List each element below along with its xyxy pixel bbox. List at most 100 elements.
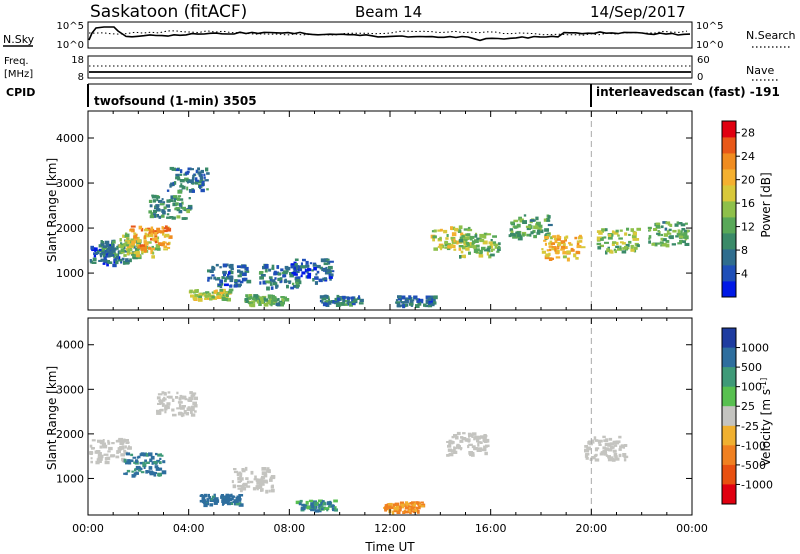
heatmap-cell [430,303,435,307]
heatmap-cell [474,240,479,243]
heatmap-cell [437,229,442,232]
heatmap-cell [156,396,161,400]
heatmap-cell [123,254,127,257]
heatmap-cell [612,241,617,244]
heatmap-cell [665,221,671,225]
heatmap-cell [526,226,531,231]
heatmap-cell [454,447,458,450]
heatmap-cell [624,232,628,236]
colorbar-swatch [722,169,736,186]
heatmap-cell [157,247,161,251]
heatmap-cell [172,181,175,186]
heatmap-cell [221,297,226,301]
heatmap-cell [264,471,268,475]
heatmap-cell [123,250,128,253]
heatmap-cell [102,439,105,443]
heatmap-cell [161,226,164,230]
heatmap-cell [485,438,490,443]
heatmap-cell [616,241,619,245]
heatmap-cell [522,220,527,224]
heatmap-cell [262,265,266,270]
heatmap-cell [98,456,103,461]
heatmap-cell [599,452,604,456]
heatmap-cell [648,235,652,239]
heatmap-cell [201,499,207,504]
heatmap-cell [151,237,157,241]
heatmap-cell [98,259,103,262]
heatmap-cell [103,256,107,260]
heatmap-cell [619,445,624,449]
heatmap-cell [221,282,224,286]
heatmap-cell [474,234,478,238]
heatmap-cell [148,466,153,470]
heatmap-cell [596,239,601,242]
heatmap-cell [233,468,237,471]
heatmap-cell [245,477,249,480]
velocity-colorbar: 1000 500 100 25 -25 -100 -500 -1000 [721,327,773,505]
heatmap-cell [587,441,591,445]
heatmap-cell [492,241,497,244]
heatmap-cell [111,242,114,246]
heatmap-cell [156,208,161,212]
heatmap-cell [575,250,580,254]
heatmap-cell [96,249,102,253]
heatmap-cell [265,489,269,494]
heatmap-cell [150,212,153,216]
heatmap-cell [623,455,629,459]
heatmap-cell [204,294,210,298]
heatmap-cell [162,201,166,204]
heatmap-cell [599,244,604,248]
heatmap-cell [400,503,405,507]
heatmap-cell [615,440,621,443]
heatmap-cell [358,295,361,299]
heatmap-cell [159,467,163,471]
heatmap-cell [121,257,125,261]
heatmap-cell [448,242,451,246]
heatmap-cell [141,246,145,251]
heatmap-cell [101,241,105,244]
heatmap-cell [628,233,631,236]
heatmap-cell [108,261,113,264]
heatmap-cell [99,454,104,459]
heatmap-cell [181,206,186,210]
heatmap-cell [394,507,399,511]
heatmap-cell [302,265,306,269]
heatmap-cell [605,228,608,232]
heatmap-cell [450,450,454,453]
heatmap-cell [326,508,329,512]
heatmap-cell [684,235,689,239]
heatmap-cell [102,444,108,449]
heatmap-cell [621,250,627,254]
heatmap-cell [126,244,132,249]
heatmap-cell [242,272,247,277]
heatmap-cell [417,509,420,514]
velocity-heatmap-cells [89,391,629,515]
heatmap-cell [450,244,454,248]
heatmap-cell [148,210,152,214]
heatmap-cell [321,268,326,272]
heatmap-cell [686,229,689,233]
heatmap-cell [126,252,130,256]
heatmap-cell [136,239,142,243]
heatmap-cell [477,442,480,447]
x-tick-label: 04:00 [173,522,205,535]
heatmap-cell [609,442,615,446]
heatmap-cell [105,244,110,248]
heatmap-cell [259,296,264,301]
heatmap-cell [535,216,539,221]
heatmap-cell [513,225,519,229]
heatmap-cell [211,274,215,277]
heatmap-cell [161,403,165,407]
heatmap-cell [277,298,280,301]
heatmap-cell [634,246,638,250]
y-tick-label: 3000 [56,177,84,190]
heatmap-cell [98,460,102,463]
heatmap-cell [469,452,475,455]
heatmap-cell [321,500,325,503]
heatmap-cell [421,505,425,508]
heatmap-cell [445,241,449,244]
heatmap-cell [171,216,176,220]
cpid-mode-1: twofsound (1-min) 3505 [94,94,257,108]
colorbar-tick-label: 500 [741,361,762,374]
heatmap-cell [578,234,582,237]
